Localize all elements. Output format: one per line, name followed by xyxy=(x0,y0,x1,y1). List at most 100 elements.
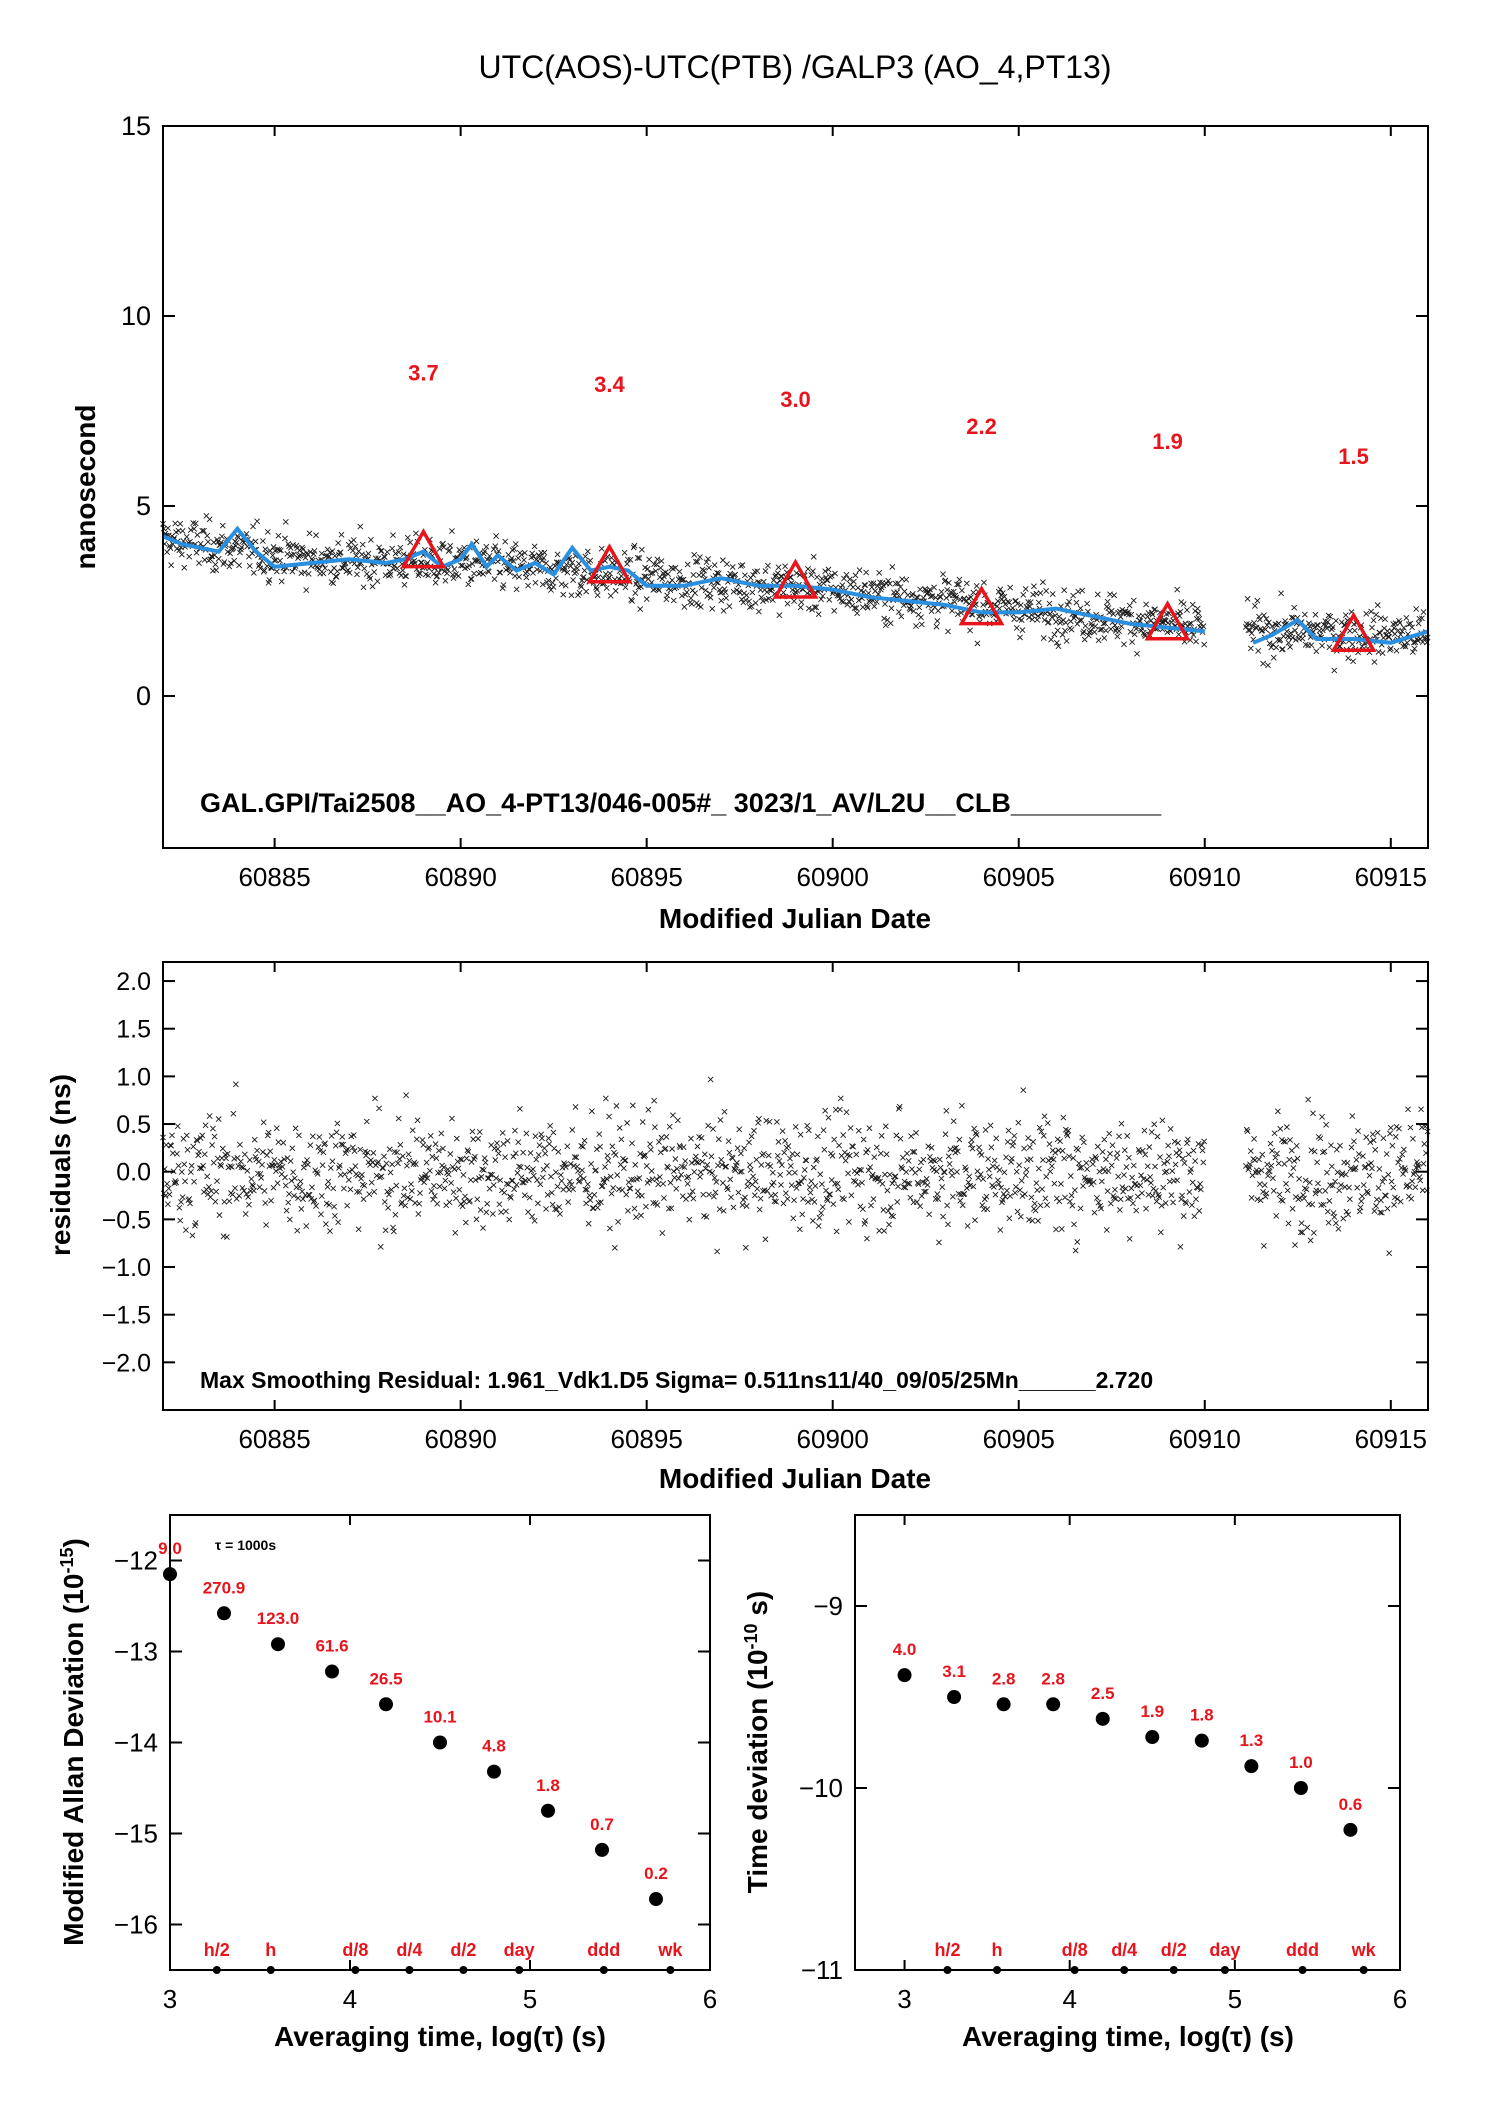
residual-point xyxy=(1003,1154,1010,1161)
time-series-point xyxy=(940,571,946,578)
residual-point xyxy=(325,1178,332,1185)
residual-point xyxy=(905,1157,912,1164)
time-series-point xyxy=(278,578,285,585)
residual-point xyxy=(1358,1198,1365,1205)
time-series-point xyxy=(913,623,919,629)
time-series-point xyxy=(1126,602,1133,609)
residual-point xyxy=(968,1136,975,1143)
residual-point xyxy=(1305,1096,1312,1103)
time-series-point xyxy=(303,587,310,593)
residual-point xyxy=(333,1129,340,1136)
residual-point xyxy=(895,1183,901,1190)
residual-point xyxy=(1304,1224,1311,1231)
residual-point xyxy=(363,1118,370,1125)
residual-point xyxy=(322,1221,329,1227)
time-series-point xyxy=(846,576,853,583)
time-series-point xyxy=(1313,648,1320,655)
residual-point xyxy=(309,1184,315,1191)
residual-point xyxy=(827,1191,834,1198)
residual-point xyxy=(755,1115,762,1122)
time-series-point xyxy=(810,553,817,560)
time-series-point xyxy=(762,568,769,574)
residuals-ticks: 60885 60890 60895 60900 60905 60910 60915−2.0−… xyxy=(102,962,1428,1454)
time-series-point xyxy=(1292,636,1299,643)
residual-point xyxy=(1012,1189,1019,1196)
time-series-point xyxy=(818,596,825,603)
mdev-point xyxy=(541,1803,555,1818)
time-series-point xyxy=(558,581,565,588)
residuals-frame xyxy=(162,961,1429,1411)
residual-point xyxy=(493,1175,500,1182)
residual-point xyxy=(1034,1187,1041,1194)
residual-point xyxy=(1015,1119,1022,1126)
residual-point xyxy=(409,1127,416,1134)
residual-point xyxy=(530,1172,537,1179)
time-series-point xyxy=(832,570,838,577)
residual-point xyxy=(207,1194,214,1201)
residuals-xtick-label: 60900 xyxy=(797,1424,869,1454)
time-series-point xyxy=(510,558,517,564)
residual-point xyxy=(814,1156,820,1163)
residual-point xyxy=(307,1142,314,1149)
time-series-point xyxy=(352,543,359,550)
residual-point xyxy=(1337,1182,1344,1188)
residual-point xyxy=(681,1164,688,1171)
time-series-point xyxy=(839,582,846,589)
residual-point xyxy=(487,1171,494,1178)
residual-point xyxy=(931,1158,938,1164)
time-series-point xyxy=(958,587,965,594)
time-series-point xyxy=(593,586,600,593)
time-series-point xyxy=(1278,590,1285,597)
residual-point xyxy=(407,1196,414,1202)
time-series-point xyxy=(473,538,480,545)
residual-point xyxy=(675,1175,682,1182)
residual-point xyxy=(791,1197,798,1204)
time-series-point xyxy=(886,580,893,587)
time-series-point xyxy=(1246,621,1253,628)
time-series-point xyxy=(891,592,898,599)
tdev-point-label: 1.9 xyxy=(1140,1702,1164,1721)
time-series-point xyxy=(784,600,791,607)
residual-point xyxy=(1328,1142,1334,1149)
mdev-point-label: 4.8 xyxy=(482,1737,506,1756)
residual-point xyxy=(1107,1150,1113,1157)
time-series-point xyxy=(1379,650,1386,656)
residual-point xyxy=(1412,1184,1419,1191)
residual-point xyxy=(259,1161,265,1168)
residual-point xyxy=(773,1198,779,1205)
residual-point xyxy=(883,1151,890,1158)
time-series-ticks: 60885 60890 60895 60900 60905 60910 6091505101… xyxy=(121,111,1428,892)
time-series-point xyxy=(331,552,338,559)
residual-point xyxy=(1121,1147,1128,1154)
residual-point xyxy=(1243,1126,1250,1133)
residual-point xyxy=(876,1227,883,1234)
residual-point xyxy=(479,1166,486,1173)
residual-point xyxy=(1260,1188,1267,1195)
residual-point xyxy=(684,1180,691,1187)
time-series-point xyxy=(587,557,594,564)
residual-point xyxy=(570,1186,577,1193)
time-series-point xyxy=(271,557,278,564)
time-series-point xyxy=(1396,620,1403,626)
time-series-point xyxy=(692,590,698,597)
residual-point xyxy=(1258,1167,1265,1174)
residual-point xyxy=(497,1177,504,1184)
tdev-points: 4.03.1 2.8 2.82.51.9 1.81.31.00.6h/2 h d/8 d/4… xyxy=(893,1640,1377,1974)
time-series-point xyxy=(1091,629,1098,636)
time-series-point xyxy=(1263,615,1270,622)
time-series-point xyxy=(399,567,406,574)
residual-point xyxy=(613,1102,620,1109)
time-series-point xyxy=(1411,645,1418,652)
residual-point xyxy=(1138,1172,1145,1179)
time-series-point xyxy=(942,577,949,584)
time-series-point xyxy=(1273,644,1280,651)
residual-point xyxy=(1270,1187,1277,1194)
residual-point xyxy=(1107,1200,1114,1207)
residual-point xyxy=(792,1123,799,1130)
residual-point xyxy=(1017,1187,1023,1193)
residual-point xyxy=(265,1129,272,1136)
residual-point xyxy=(240,1164,247,1171)
residual-point xyxy=(1296,1175,1303,1182)
time-series-point xyxy=(1076,617,1083,624)
residual-point xyxy=(1294,1155,1301,1162)
